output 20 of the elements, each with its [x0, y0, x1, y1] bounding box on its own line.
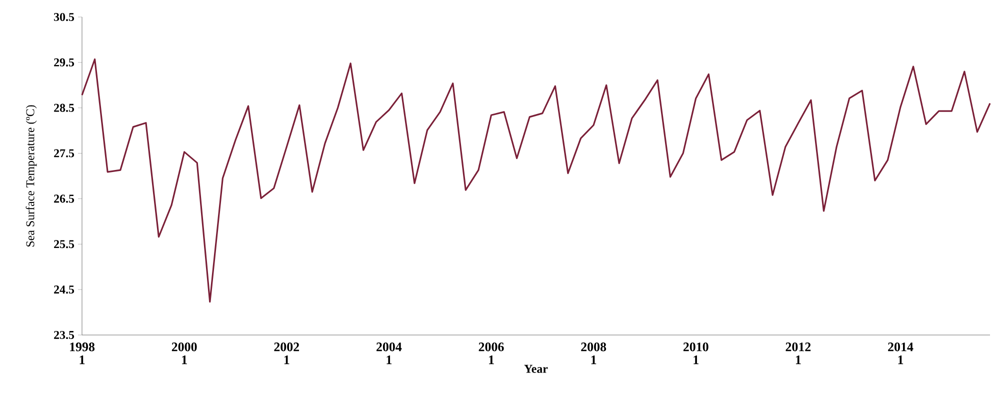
y-tick-label: 27.5 — [54, 149, 74, 158]
y-axis-title: Sea Surface Temperature (ºC) — [26, 105, 37, 247]
y-tick-label: 24.5 — [54, 286, 74, 294]
y-tick-label: 28.5 — [54, 104, 74, 112]
y-tick-label: 29.5 — [54, 58, 74, 66]
line-series — [81, 58, 991, 303]
x-tick-label: 1998 1 — [70, 342, 95, 364]
x-tick-label: 2012 1 — [786, 342, 811, 364]
x-tick-label: 2008 1 — [581, 342, 606, 364]
y-tick-label: 25.5 — [54, 240, 74, 248]
y-tick-label: 23.5 — [54, 330, 74, 340]
y-tick-label: 30.5 — [54, 12, 74, 22]
y-tick-label: 26.5 — [54, 194, 74, 203]
x-tick-label: 2002 1 — [274, 342, 300, 364]
x-tick-label: 2006 1 — [478, 342, 504, 364]
x-tick-label: 2000 1 — [172, 342, 197, 364]
x-axis-title: Year — [524, 364, 548, 373]
x-tick-label: 2014 1 — [888, 342, 914, 364]
x-tick-label: 2004 1 — [376, 342, 402, 364]
x-tick-label: 2010 1 — [683, 342, 708, 364]
